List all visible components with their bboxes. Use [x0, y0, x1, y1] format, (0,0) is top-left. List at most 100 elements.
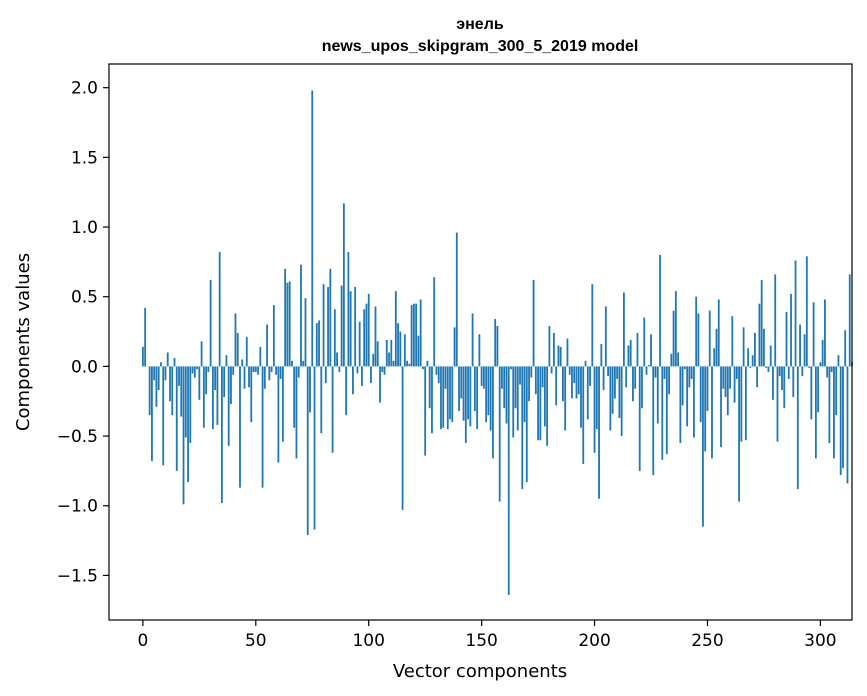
bar-105 — [379, 366, 381, 403]
bar-228 — [656, 366, 659, 424]
bar-58 — [272, 305, 275, 367]
bar-76 — [313, 366, 316, 530]
bar-222 — [643, 317, 646, 367]
bar-61 — [279, 366, 282, 379]
bar-239 — [681, 366, 684, 406]
bar-288 — [792, 366, 795, 398]
bar-110 — [390, 339, 393, 367]
bar-226 — [652, 366, 655, 476]
bar-306 — [833, 366, 835, 459]
bar-173 — [532, 279, 535, 367]
bar-171 — [528, 366, 530, 402]
bar-16 — [178, 366, 180, 386]
bar-183 — [555, 366, 558, 406]
bar-118 — [408, 363, 411, 367]
bar-188 — [566, 338, 569, 367]
bar-88 — [340, 285, 343, 367]
bar-221 — [641, 366, 643, 409]
bar-200 — [593, 366, 596, 453]
bar-128 — [431, 366, 433, 434]
bar-141 — [460, 366, 463, 399]
y-tick-label: −1.5 — [57, 566, 98, 586]
bar-69 — [297, 366, 300, 378]
bar-62 — [281, 366, 284, 442]
bar-241 — [686, 366, 689, 427]
bar-47 — [248, 366, 250, 388]
bar-245 — [695, 296, 698, 367]
bar-72 — [304, 298, 307, 367]
x-tick-label: 50 — [245, 631, 267, 651]
bar-257 — [722, 366, 725, 389]
bar-310 — [842, 366, 844, 469]
bar-199 — [591, 284, 594, 367]
bar-55 — [266, 324, 268, 367]
bar-57 — [270, 366, 273, 372]
bar-77 — [315, 323, 318, 367]
bar-138 — [453, 327, 456, 367]
bar-12 — [169, 366, 171, 402]
bar-293 — [803, 334, 806, 367]
bar-311 — [844, 330, 847, 367]
bar-175 — [537, 366, 539, 441]
y-tick-label: −1.0 — [57, 497, 98, 517]
bar-292 — [801, 366, 804, 377]
bar-219 — [636, 332, 639, 367]
bar-213 — [623, 292, 625, 367]
bar-134 — [444, 366, 447, 389]
bar-13 — [171, 366, 174, 416]
bar-196 — [584, 360, 587, 367]
bar-19 — [184, 366, 187, 438]
bar-195 — [582, 366, 585, 464]
bar-84 — [331, 366, 334, 453]
bar-9 — [162, 366, 165, 466]
bar-172 — [530, 366, 533, 378]
bar-185 — [559, 346, 562, 367]
bar-135 — [446, 366, 449, 430]
plot-frame — [108, 63, 853, 621]
bar-191 — [573, 366, 576, 384]
bar-225 — [650, 334, 652, 367]
bar-253 — [713, 348, 716, 367]
y-axis-ticks: −1.5 −1.0 −0.5 0.0 0.5 1.0 1.5 2.0 — [57, 79, 109, 586]
bar-46 — [245, 337, 248, 367]
bar-89 — [342, 203, 345, 367]
bar-179 — [546, 366, 549, 446]
bar-123 — [419, 299, 422, 367]
bar-237 — [677, 352, 680, 367]
bar-246 — [697, 313, 700, 367]
bar-17 — [180, 366, 183, 417]
bar-247 — [699, 366, 702, 423]
bar-201 — [595, 366, 598, 430]
bar-251 — [708, 310, 711, 367]
bar-121 — [415, 303, 418, 367]
bar-268 — [747, 348, 750, 367]
bar-249 — [704, 366, 707, 452]
bar-294 — [805, 256, 808, 367]
bar-143 — [464, 366, 467, 444]
bar-114 — [399, 331, 402, 367]
bar-198 — [589, 366, 591, 386]
bar-70 — [300, 264, 302, 367]
y-tick-label: 0.5 — [71, 288, 98, 308]
bar-204 — [602, 366, 605, 391]
bar-23 — [193, 366, 196, 378]
bar-301 — [821, 339, 824, 367]
bar-37 — [225, 355, 228, 367]
bar-165 — [514, 366, 517, 409]
bar-25 — [198, 366, 201, 400]
bar-230 — [661, 366, 664, 460]
bars-group — [141, 90, 853, 595]
bar-91 — [347, 252, 350, 367]
bar-103 — [374, 306, 377, 367]
bar-63 — [284, 268, 287, 367]
bar-40 — [232, 366, 235, 375]
bar-269 — [749, 366, 752, 368]
bar-74 — [309, 366, 311, 413]
bar-27 — [202, 366, 205, 428]
bar-250 — [706, 366, 709, 411]
bar-126 — [426, 360, 429, 367]
bar-48 — [250, 366, 253, 423]
bar-309 — [839, 366, 842, 476]
bar-256 — [720, 366, 722, 448]
